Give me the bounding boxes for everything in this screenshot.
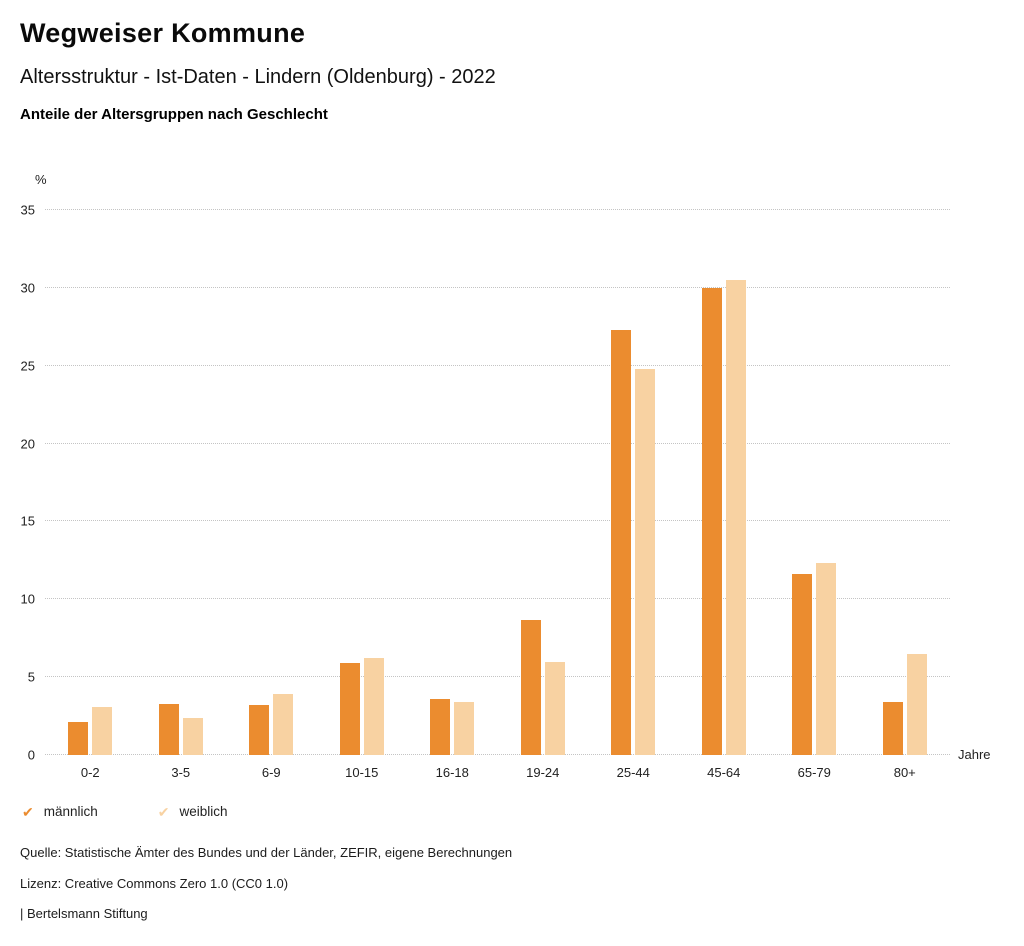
- y-tick-label: 0: [27, 747, 35, 763]
- bar-weiblich-10-15: [363, 658, 384, 755]
- y-tick-label: 25: [20, 358, 35, 374]
- gridline: [45, 754, 950, 755]
- legend: ✔ männlich ✔ weiblich: [22, 804, 228, 819]
- bar-group-19-24: [498, 210, 589, 755]
- bar-männlich-25-44: [611, 329, 632, 755]
- bar-weiblich-45-64: [725, 280, 746, 755]
- legend-label: männlich: [43, 804, 98, 819]
- x-tick-label: 16-18: [435, 765, 469, 780]
- x-tick-label: 80+: [893, 765, 916, 780]
- chart-subtitle: Anteile der Altersgruppen nach Geschlech…: [20, 106, 328, 123]
- bar-groups: [45, 210, 950, 755]
- y-axis-unit-label: %: [35, 172, 47, 187]
- y-tick-label: 20: [20, 436, 35, 452]
- bar-group-3-5: [136, 210, 227, 755]
- bar-weiblich-3-5: [182, 717, 203, 755]
- gridline: [45, 209, 950, 210]
- x-tick-label: 65-79: [797, 765, 831, 780]
- bar-männlich-6-9: [249, 705, 270, 755]
- bar-weiblich-25-44: [635, 368, 656, 755]
- x-axis-unit-label: Jahre: [958, 747, 991, 762]
- legend-label: weiblich: [179, 804, 228, 819]
- bar-männlich-10-15: [339, 663, 360, 755]
- bar-weiblich-80+: [906, 653, 927, 755]
- bar-group-80+: [860, 210, 951, 755]
- x-tick-label: 10-15: [345, 765, 379, 780]
- y-tick-label: 35: [20, 202, 35, 218]
- chart-title: Altersstruktur - Ist-Daten - Lindern (Ol…: [20, 66, 496, 88]
- bar-männlich-19-24: [520, 619, 541, 755]
- x-tick-label: 6-9: [261, 765, 281, 780]
- y-tick-label: 5: [27, 669, 35, 685]
- legend-check-icon: ✔: [22, 803, 34, 820]
- x-axis-tick-labels: 0-2 3-5 6-9 10-15 16-18 19-24 25-44 45-64 65-79 8…: [45, 765, 950, 780]
- x-tick-label: 19-24: [526, 765, 560, 780]
- legend-item-männlich[interactable]: ✔ männlich: [22, 804, 98, 819]
- y-tick-label: 30: [20, 280, 35, 296]
- bar-männlich-80+: [882, 702, 903, 755]
- bar-männlich-65-79: [792, 574, 813, 755]
- gridline: [45, 676, 950, 678]
- source-text: Quelle: Statistische Ämter des Bundes un…: [20, 845, 513, 860]
- bar-group-16-18: [407, 210, 498, 755]
- bar-weiblich-6-9: [273, 694, 294, 755]
- gridline: [45, 520, 950, 522]
- bar-weiblich-16-18: [454, 702, 475, 755]
- bar-weiblich-65-79: [816, 563, 837, 755]
- bar-weiblich-19-24: [544, 661, 565, 755]
- bar-männlich-16-18: [430, 698, 451, 755]
- x-tick-label: 25-44: [616, 765, 650, 780]
- bar-männlich-0-2: [68, 722, 89, 755]
- bar-group-10-15: [317, 210, 408, 755]
- bar-group-65-79: [769, 210, 860, 755]
- legend-check-icon: ✔: [157, 803, 170, 820]
- bar-group-45-64: [679, 210, 770, 755]
- bar-group-25-44: [588, 210, 679, 755]
- gridline: [45, 364, 950, 366]
- bar-group-0-2: [45, 210, 136, 755]
- gridline: [45, 598, 950, 600]
- bar-männlich-3-5: [158, 703, 179, 755]
- bar-weiblich-0-2: [92, 706, 113, 755]
- attribution-text: | Bertelsmann Stiftung: [20, 906, 148, 921]
- license-text: Lizenz: Creative Commons Zero 1.0 (CC0 1…: [20, 876, 289, 891]
- bar-group-6-9: [226, 210, 317, 755]
- legend-item-weiblich[interactable]: ✔ weiblich: [158, 804, 228, 819]
- gridline: [45, 442, 950, 444]
- x-tick-label: 45-64: [707, 765, 741, 780]
- page-title: Wegweiser Kommune: [20, 18, 306, 48]
- gridline: [45, 286, 950, 288]
- y-tick-label: 10: [20, 591, 35, 607]
- y-tick-label: 15: [20, 513, 35, 529]
- plot-area: 0 5 10 15 20 25 30 35: [21, 203, 950, 763]
- x-tick-label: 0-2: [80, 765, 100, 780]
- bar-männlich-45-64: [701, 287, 722, 755]
- x-tick-label: 3-5: [171, 765, 191, 780]
